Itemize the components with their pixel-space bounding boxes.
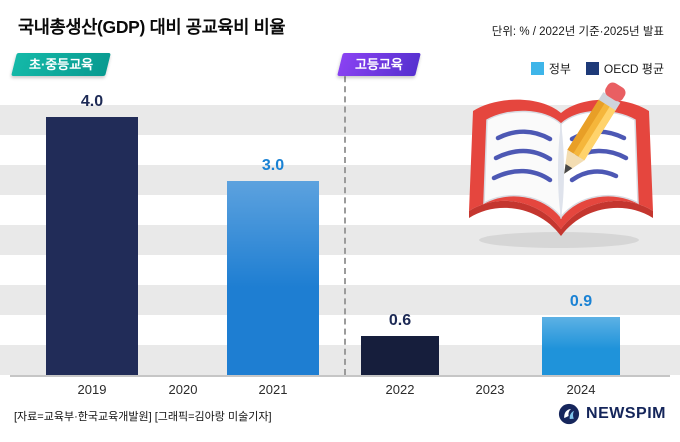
x-tick-2021: 2021 xyxy=(258,382,288,397)
newspim-logo-text: NEWSPIM xyxy=(586,405,666,422)
section-badge-higher-education: 고등교육 xyxy=(337,53,421,76)
bar-2024-government xyxy=(542,317,620,375)
bar-group-2024: 0.9 xyxy=(542,293,620,375)
bar-2022-oecd xyxy=(361,336,439,375)
section-divider-dashed-line xyxy=(344,56,346,375)
x-tick-2022: 2022 xyxy=(385,382,415,397)
bar-value-label: 0.6 xyxy=(388,312,412,329)
bar-2019-oecd xyxy=(46,117,138,375)
pencil-icon xyxy=(564,82,626,174)
newspim-logo-icon xyxy=(558,403,580,425)
credit-text: [그래픽=김아랑 미술기자] xyxy=(154,411,272,423)
page-title: 국내총생산(GDP) 대비 공교육비 비율 xyxy=(18,17,286,37)
bar-2021-government xyxy=(227,181,319,375)
legend-item-oecd-average: OECD 평균 xyxy=(585,60,664,77)
x-tick-2023: 2023 xyxy=(475,382,505,397)
x-tick-2019: 2019 xyxy=(77,382,107,397)
legend-item-government: 정부 xyxy=(530,60,571,77)
section-badge-label: 초·중등교육 xyxy=(29,57,94,72)
x-axis-line xyxy=(10,375,670,377)
chart-legend: 정부 OECD 평균 xyxy=(530,60,664,77)
section-badge-elementary-secondary: 초·중등교육 xyxy=(11,53,112,76)
section-badge-label: 고등교육 xyxy=(355,57,403,72)
x-tick-2020: 2020 xyxy=(168,382,198,397)
x-tick-2024: 2024 xyxy=(566,382,596,397)
newspim-logo: NEWSPIM xyxy=(558,403,666,425)
legend-swatch-oecd-average xyxy=(585,62,599,75)
bar-value-label: 0.9 xyxy=(569,293,593,310)
legend-label-oecd-average: OECD 평균 xyxy=(603,62,664,76)
bar-group-2022: 0.6 xyxy=(361,312,439,375)
book-pencil-illustration xyxy=(469,82,653,248)
bar-value-label: 3.0 xyxy=(261,157,285,174)
bar-group-2019: 4.0 xyxy=(46,93,138,375)
source-credit: [자료=교육부·한국교육개발원] [그래픽=김아랑 미술기자] xyxy=(14,408,272,424)
bar-group-2021: 3.0 xyxy=(227,157,319,375)
source-text: [자료=교육부·한국교육개발원] xyxy=(14,411,152,423)
legend-label-government: 정부 xyxy=(548,62,571,76)
bar-value-label: 4.0 xyxy=(80,93,104,110)
unit-note: 단위: % / 2022년 기준·2025년 발표 xyxy=(491,26,664,38)
legend-swatch-government xyxy=(530,62,544,75)
